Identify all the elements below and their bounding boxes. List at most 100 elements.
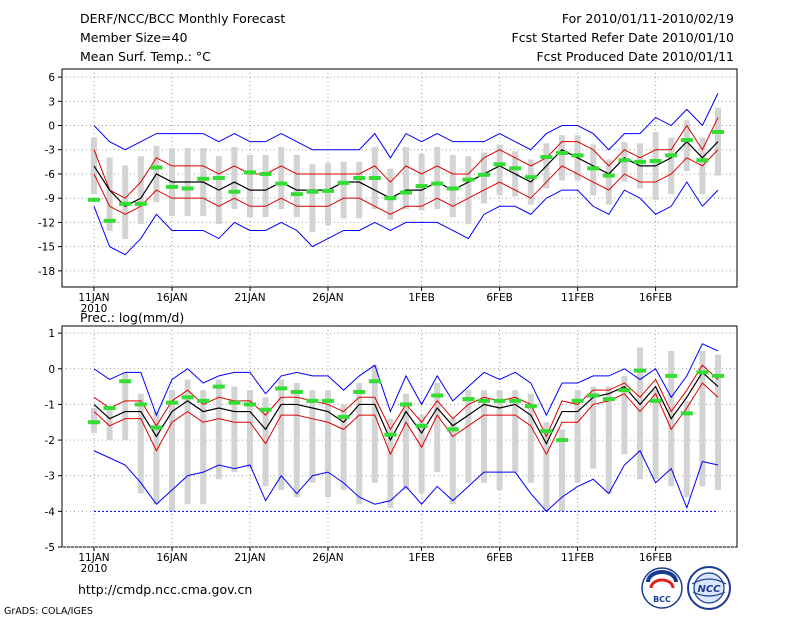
- prec-xtick-label: 21JAN: [234, 552, 265, 564]
- precip-label: Prec.: log(mm/d): [80, 310, 184, 325]
- prec-range-bar: [699, 350, 706, 487]
- prec-range-bar: [418, 415, 425, 494]
- prec-median-mark: [322, 398, 334, 403]
- temp-median-mark: [431, 181, 444, 186]
- prec-median-mark: [88, 420, 100, 425]
- prec-range-bar: [262, 397, 269, 487]
- temp-range-bar: [387, 168, 394, 220]
- temp-ytick-label: -3: [45, 145, 55, 157]
- header-start-date: Fcst Started Refer Date 2010/01/10: [512, 30, 735, 45]
- prec-median-mark: [166, 400, 178, 405]
- prec-ytick-label: 1: [48, 328, 55, 340]
- temp-median-mark: [649, 159, 662, 164]
- temp-ytick-label: -18: [38, 266, 55, 278]
- prec-xtick-label: 16JAN: [156, 552, 187, 564]
- prec-median-mark: [415, 423, 428, 428]
- temp-median-mark: [524, 175, 537, 180]
- temp-range-bar: [418, 153, 425, 211]
- prec-xtick-label: 1FEB: [408, 552, 435, 564]
- prec-median-mark: [462, 397, 475, 402]
- prec-xtick-label: 11JAN: [78, 552, 109, 564]
- prec-range-bar: [106, 407, 113, 441]
- temp-median-mark: [197, 176, 210, 181]
- temp-median-mark: [181, 186, 194, 191]
- temp-median-mark: [665, 153, 678, 158]
- temp-range-bar: [278, 146, 285, 210]
- temp-xtick-label: 11JAN: [78, 292, 109, 304]
- prec-median-mark: [150, 425, 163, 430]
- temp-xtick-label: 1FEB: [408, 292, 435, 304]
- prec-range-bar: [231, 386, 238, 473]
- prec-range-bar: [559, 429, 565, 512]
- temp-ytick-label: -12: [38, 217, 55, 229]
- temp-median-mark: [540, 155, 553, 160]
- prec-range-bar: [278, 379, 285, 490]
- prec-median-mark: [587, 393, 600, 398]
- prec-median-mark: [524, 404, 537, 409]
- temp-median-mark: [244, 170, 256, 175]
- temp-median-mark: [119, 201, 132, 206]
- header-period: For 2010/01/11-2010/02/19: [562, 11, 734, 26]
- prec-range-bar: [137, 393, 144, 494]
- prec-median-mark: [244, 402, 256, 407]
- prec-median-mark: [680, 411, 693, 416]
- prec-median-mark: [384, 432, 397, 437]
- temp-range-bar: [481, 152, 487, 204]
- temp-median-mark: [88, 197, 100, 202]
- temp-median-mark: [337, 180, 350, 185]
- prec-range-bar: [465, 390, 472, 483]
- temp-median-mark: [259, 171, 272, 176]
- temp-range-bar: [247, 154, 253, 218]
- prec-median-mark: [228, 400, 241, 405]
- prec-median-mark: [212, 384, 225, 389]
- prec-median-mark: [400, 402, 412, 407]
- prec-median-mark: [368, 379, 381, 384]
- ncc-logo-text: NCC: [697, 584, 721, 595]
- temp-range-bar: [106, 157, 113, 231]
- prec-range-bar: [200, 390, 207, 505]
- prec-range-bar: [481, 390, 487, 483]
- temp-median-mark: [166, 184, 178, 189]
- prec-max-line: [93, 343, 719, 417]
- prec-median-mark: [712, 373, 724, 378]
- prec-range-bar: [153, 411, 160, 505]
- prec-range-bar: [403, 393, 409, 490]
- temp-ytick-label: -6: [45, 169, 56, 181]
- temp-median-mark: [322, 188, 334, 193]
- temp-range-bar: [403, 146, 409, 210]
- prec-xtick-label: 6FEB: [486, 552, 513, 564]
- temp-range-bar: [449, 154, 456, 218]
- prec-ytick-label: 0: [48, 364, 55, 376]
- temp-range-bar: [356, 161, 363, 219]
- temp-std-low-line: [93, 149, 719, 215]
- temp-xtick-label: 21JAN: [234, 292, 265, 304]
- prec-range-bar: [449, 418, 456, 505]
- temp-median-mark: [228, 189, 241, 194]
- prec-median-mark: [696, 370, 709, 375]
- prec-median-mark: [119, 379, 132, 384]
- prec-ytick-label: -2: [45, 435, 55, 447]
- temp-median-mark: [556, 150, 568, 155]
- temp-range-bar: [340, 161, 347, 219]
- temp-mean-line: [93, 140, 719, 207]
- prec-range-bar: [122, 372, 129, 441]
- prec-range-bar: [169, 390, 175, 512]
- temp-median-mark: [212, 176, 225, 180]
- prec-median-mark: [353, 389, 366, 394]
- temp-median-mark: [353, 176, 366, 180]
- temp-median-mark: [415, 184, 428, 189]
- prec-min-line: [93, 449, 719, 513]
- prec-range-bar: [215, 379, 222, 480]
- prec-range-bar: [527, 393, 534, 483]
- prec-median-mark: [493, 398, 506, 403]
- prec-median-mark: [103, 405, 116, 410]
- prec-median-mark: [665, 373, 678, 378]
- temp-max-line: [93, 93, 719, 159]
- temp-median-mark: [446, 186, 459, 191]
- prec-median-mark: [634, 368, 646, 373]
- temp-range-bar: [668, 137, 675, 195]
- prec-range-bar: [590, 386, 597, 469]
- prec-median-mark: [556, 438, 568, 443]
- temp-range-bar: [715, 107, 721, 176]
- prec-range-bar: [683, 400, 690, 498]
